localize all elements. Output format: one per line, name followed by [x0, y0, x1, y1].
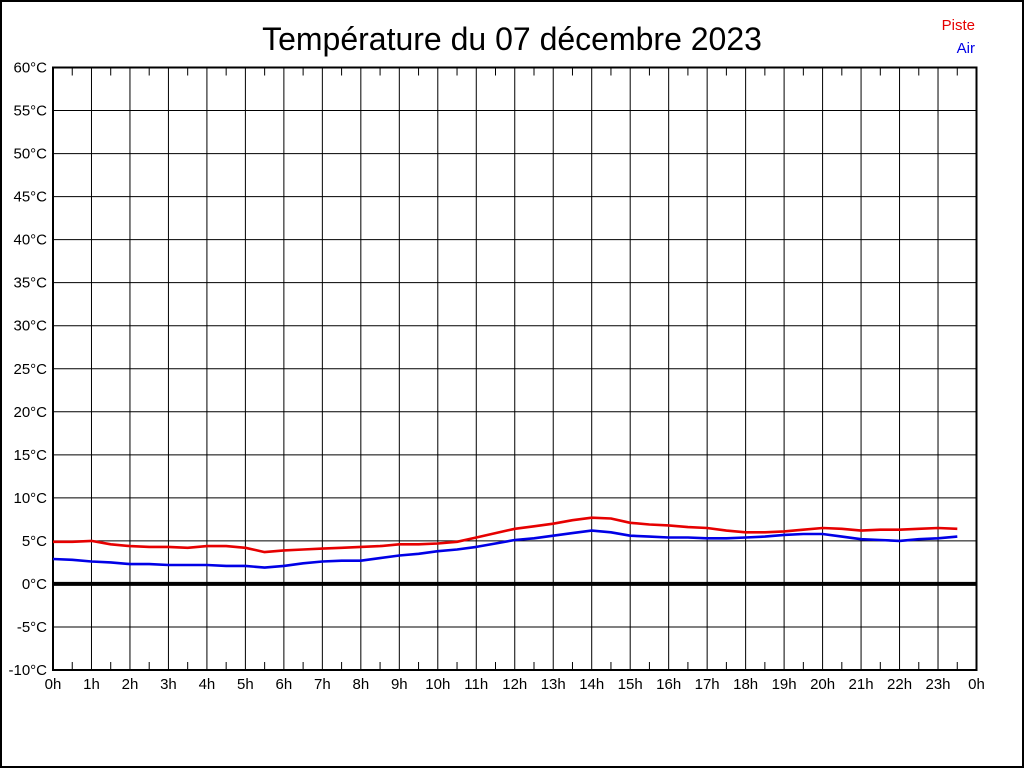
x-tick-label: 3h: [160, 676, 177, 693]
plot-border: [52, 66, 978, 671]
x-tick-label: 15h: [618, 676, 643, 693]
x-tick-label: 8h: [352, 676, 369, 693]
x-tick-label: 2h: [122, 676, 139, 693]
y-tick-label: 45°C: [13, 189, 47, 206]
x-tick-label: 22h: [887, 676, 912, 693]
x-tick-label: 6h: [276, 676, 293, 693]
x-tick-label: 21h: [849, 676, 874, 693]
x-tick-label: 7h: [314, 676, 331, 693]
y-tick-label: 15°C: [13, 447, 47, 464]
legend-item-air: Air: [942, 37, 975, 60]
legend-label-air: Air: [956, 40, 975, 57]
x-tick-label: 12h: [502, 676, 527, 693]
chart-title: Température du 07 décembre 2023: [262, 21, 762, 57]
x-tick-label: 19h: [772, 676, 797, 693]
x-tick-label: 0h: [968, 676, 985, 693]
x-tick-label: 23h: [926, 676, 951, 693]
chart-legend: Piste Air: [942, 14, 975, 60]
x-tick-label: 10h: [425, 676, 450, 693]
y-tick-label: 50°C: [13, 146, 47, 163]
x-tick-label: 18h: [733, 676, 758, 693]
y-tick-label: 5°C: [22, 533, 47, 550]
x-tick-label: 5h: [237, 676, 254, 693]
x-tick-label: 13h: [541, 676, 566, 693]
x-tick-label: 16h: [656, 676, 681, 693]
y-tick-label: 30°C: [13, 318, 47, 335]
x-tick-label: 1h: [83, 676, 100, 693]
legend-item-piste: Piste: [942, 14, 975, 37]
x-tick-label: 17h: [695, 676, 720, 693]
x-tick-label: 14h: [579, 676, 604, 693]
y-tick-label: -10°C: [8, 662, 47, 679]
y-tick-label: 25°C: [13, 361, 47, 378]
x-tick-label: 0h: [45, 676, 62, 693]
x-tick-label: 4h: [199, 676, 216, 693]
x-tick-label: 9h: [391, 676, 408, 693]
y-tick-label: -5°C: [17, 619, 47, 636]
series-line-piste: [53, 516, 958, 554]
series-line-air: [52, 529, 958, 569]
x-tick-label: 11h: [464, 676, 488, 693]
y-tick-label: 20°C: [13, 404, 47, 421]
y-tick-label: 40°C: [13, 232, 47, 249]
y-tick-label: 10°C: [13, 490, 47, 507]
y-tick-label: 0°C: [22, 576, 47, 593]
legend-label-piste: Piste: [941, 17, 975, 34]
y-tick-label: 60°C: [13, 60, 47, 77]
y-tick-label: 55°C: [13, 103, 47, 120]
x-tick-label: 20h: [810, 676, 835, 693]
y-tick-label: 35°C: [13, 275, 47, 292]
